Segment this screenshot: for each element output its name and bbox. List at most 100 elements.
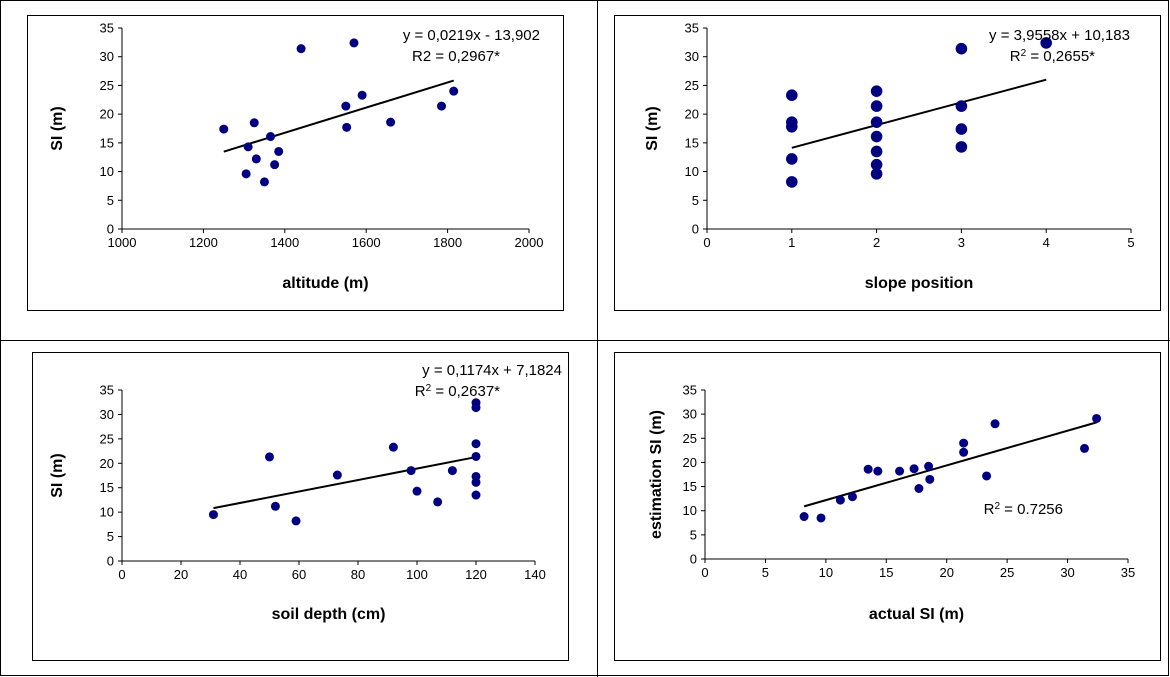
data-point <box>786 176 798 188</box>
y-tick-label: 25 <box>100 78 114 93</box>
x-tick-label: 30 <box>1060 565 1074 580</box>
data-point <box>471 451 481 461</box>
data-point <box>412 486 422 496</box>
data-point <box>959 447 969 457</box>
y-tick-label: 5 <box>692 193 699 208</box>
data-point <box>433 497 443 507</box>
y-tick-label: 10 <box>100 164 114 179</box>
data-point <box>291 516 301 526</box>
y-tick-label: 15 <box>100 480 114 495</box>
data-point <box>243 142 253 152</box>
data-point <box>955 42 968 55</box>
x-tick-label: 20 <box>174 567 188 582</box>
data-point <box>955 141 968 153</box>
y-axis-title: SI (m) <box>49 453 66 497</box>
x-axis-title: altitude (m) <box>282 275 368 292</box>
x-tick-label: 140 <box>524 567 546 582</box>
data-point <box>816 513 826 523</box>
r-squared-label: R2 = 0,2637* <box>415 383 500 401</box>
data-point <box>863 464 873 474</box>
x-tick-label: 4 <box>1043 235 1050 250</box>
data-point <box>349 38 359 48</box>
x-tick-label: 1600 <box>352 235 381 250</box>
y-tick-label: 25 <box>100 431 114 446</box>
x-tick-label: 1400 <box>270 235 299 250</box>
data-point <box>265 452 274 462</box>
chart-frame <box>32 352 569 661</box>
x-tick-label: 100 <box>406 567 428 582</box>
data-point <box>219 124 229 134</box>
x-tick-label: 40 <box>233 567 247 582</box>
x-tick-label: 0 <box>703 235 710 250</box>
data-point <box>870 116 883 128</box>
y-tick-label: 35 <box>100 21 114 36</box>
x-tick-label: 1 <box>788 235 795 250</box>
y-tick-label: 30 <box>100 49 114 64</box>
r-squared-label: R2 = 0,2655* <box>1010 48 1095 66</box>
data-point <box>895 466 905 476</box>
y-tick-label: 20 <box>683 455 697 470</box>
data-point <box>447 466 457 476</box>
data-point <box>296 44 306 54</box>
y-tick-label: 35 <box>100 383 114 398</box>
data-point <box>982 471 992 481</box>
data-point <box>786 120 798 133</box>
data-point <box>406 466 416 476</box>
data-point <box>925 474 935 484</box>
data-point <box>241 169 251 179</box>
x-tick-label: 25 <box>1000 565 1014 580</box>
x-tick-label: 0 <box>701 565 708 580</box>
regression-equation: y = 0,1174x + 7,1824 <box>422 362 562 379</box>
data-point <box>388 442 398 452</box>
x-tick-label: 35 <box>1121 565 1135 580</box>
y-tick-label: 15 <box>683 479 697 494</box>
y-tick-label: 20 <box>100 456 114 471</box>
data-point <box>870 145 883 158</box>
data-point <box>342 122 352 132</box>
data-point <box>870 130 883 143</box>
data-point <box>955 100 968 112</box>
data-point <box>208 510 218 520</box>
data-point <box>1040 37 1052 49</box>
y-axis-title: estimation SI (m) <box>648 410 665 539</box>
data-point <box>1092 413 1102 423</box>
data-point <box>786 89 798 101</box>
y-tick-label: 35 <box>683 383 697 398</box>
data-point <box>436 101 446 111</box>
trendline <box>791 78 1047 149</box>
data-point <box>914 484 924 494</box>
data-point <box>332 470 342 480</box>
data-point <box>274 146 284 156</box>
data-point <box>270 160 280 170</box>
y-tick-label: 30 <box>683 407 697 422</box>
y-tick-label: 10 <box>685 164 699 179</box>
y-tick-label: 15 <box>685 135 699 150</box>
data-point <box>449 86 459 96</box>
y-tick-label: 0 <box>690 552 697 567</box>
data-point <box>786 153 798 165</box>
x-tick-label: 10 <box>819 565 833 580</box>
trendline <box>223 79 455 153</box>
data-point <box>357 90 367 100</box>
y-tick-label: 10 <box>100 505 114 520</box>
data-point <box>847 492 857 502</box>
data-point <box>251 154 261 164</box>
x-tick-label: 1200 <box>189 235 218 250</box>
data-point <box>471 477 481 487</box>
y-tick-label: 30 <box>685 49 699 64</box>
data-point <box>471 490 481 500</box>
data-point <box>959 438 969 448</box>
data-point <box>990 419 1000 429</box>
x-tick-label: 15 <box>879 565 893 580</box>
y-tick-label: 5 <box>690 527 697 542</box>
y-tick-label: 20 <box>100 107 114 122</box>
y-tick-label: 20 <box>685 107 699 122</box>
y-tick-label: 0 <box>107 222 114 237</box>
data-point <box>1079 443 1089 453</box>
